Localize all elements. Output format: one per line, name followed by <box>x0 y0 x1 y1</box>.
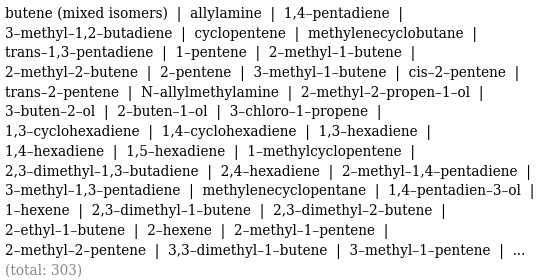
Text: 3–buten–2–ol  |  2–buten–1–ol  |  3–chloro–1–propene  |: 3–buten–2–ol | 2–buten–1–ol | 3–chloro–1… <box>5 106 382 120</box>
Text: 2–methyl–2–pentene  |  3,3–dimethyl–1–butene  |  3–methyl–1–pentene  |  ...: 2–methyl–2–pentene | 3,3–dimethyl–1–bute… <box>5 244 526 258</box>
Text: 2–methyl–2–butene  |  2–pentene  |  3–methyl–1–butene  |  cis–2–pentene  |: 2–methyl–2–butene | 2–pentene | 3–methyl… <box>5 66 520 81</box>
Text: butene (mixed isomers)  |  allylamine  |  1,4–pentadiene  |: butene (mixed isomers) | allylamine | 1,… <box>5 7 403 22</box>
Text: trans–2–pentene  |  N–allylmethylamine  |  2–methyl–2–propen–1–ol  |: trans–2–pentene | N–allylmethylamine | 2… <box>5 86 484 101</box>
Text: trans–1,3–pentadiene  |  1–pentene  |  2–methyl–1–butene  |: trans–1,3–pentadiene | 1–pentene | 2–met… <box>5 46 415 61</box>
Text: 3–methyl–1,2–butadiene  |  cyclopentene  |  methylenecyclobutane  |: 3–methyl–1,2–butadiene | cyclopentene | … <box>5 27 477 42</box>
Text: 2,3–dimethyl–1,3–butadiene  |  2,4–hexadiene  |  2–methyl–1,4–pentadiene  |: 2,3–dimethyl–1,3–butadiene | 2,4–hexadie… <box>5 165 531 180</box>
Text: (total: 303): (total: 303) <box>5 263 83 277</box>
Text: 1,3–cyclohexadiene  |  1,4–cyclohexadiene  |  1,3–hexadiene  |: 1,3–cyclohexadiene | 1,4–cyclohexadiene … <box>5 125 431 140</box>
Text: 1,4–hexadiene  |  1,5–hexadiene  |  1–methylcyclopentene  |: 1,4–hexadiene | 1,5–hexadiene | 1–methyl… <box>5 145 415 160</box>
Text: 1–hexene  |  2,3–dimethyl–1–butene  |  2,3–dimethyl–2–butene  |: 1–hexene | 2,3–dimethyl–1–butene | 2,3–d… <box>5 204 446 219</box>
Text: 3–methyl–1,3–pentadiene  |  methylenecyclopentane  |  1,4–pentadien–3–ol  |: 3–methyl–1,3–pentadiene | methylenecyclo… <box>5 184 534 199</box>
Text: 2–ethyl–1–butene  |  2–hexene  |  2–methyl–1–pentene  |: 2–ethyl–1–butene | 2–hexene | 2–methyl–1… <box>5 224 389 239</box>
